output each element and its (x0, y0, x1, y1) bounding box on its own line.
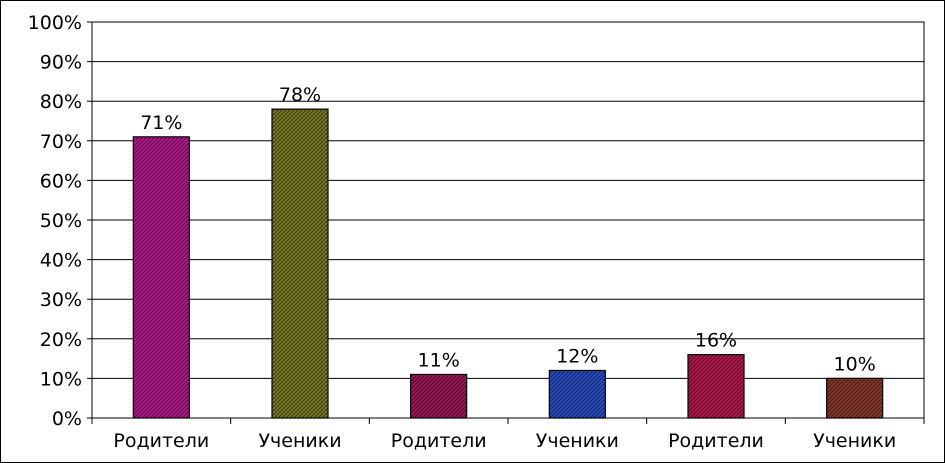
category-label: Ученики (258, 430, 341, 452)
value-label: 78% (279, 84, 321, 106)
value-labels: 71% 78% 11% 12% 16% 10% (140, 84, 876, 375)
y-tick-label: 60% (40, 170, 82, 192)
bar-hatch (133, 136, 190, 418)
value-label: 11% (418, 349, 460, 371)
bars (132, 108, 884, 419)
y-tick-label: 70% (40, 131, 82, 153)
y-tick-label: 0% (52, 408, 82, 430)
axes (87, 21, 925, 424)
category-label: Родители (668, 430, 764, 452)
category-label: Ученики (536, 430, 619, 452)
y-tick-label: 30% (40, 289, 82, 311)
y-tick-label: 40% (40, 250, 82, 272)
bar-hatch (410, 374, 467, 418)
y-tick-label: 80% (40, 91, 82, 113)
gridlines (92, 21, 924, 419)
y-tick-label: 50% (40, 210, 82, 232)
y-tick-label: 20% (40, 329, 82, 351)
value-label: 16% (695, 330, 737, 352)
category-label: Ученики (813, 430, 896, 452)
y-tick-label: 10% (40, 368, 82, 390)
bar-hatch (688, 354, 744, 418)
y-tick-label: 90% (40, 52, 82, 74)
bar-hatch (826, 378, 883, 418)
category-label: Родители (113, 430, 209, 452)
value-label: 71% (140, 112, 182, 134)
y-tick-labels: 0% 10% 20% 30% 40% 50% 60% 70% 80% 90% 100% (28, 12, 82, 430)
bar-hatch (272, 109, 328, 419)
category-label: Родители (391, 430, 487, 452)
y-tick-label: 100% (28, 12, 82, 34)
value-label: 12% (556, 345, 598, 367)
category-labels: Родители Ученики Родители Ученики Родители Уч… (113, 430, 896, 452)
bar-hatch (549, 370, 606, 418)
value-label: 10% (834, 353, 876, 375)
